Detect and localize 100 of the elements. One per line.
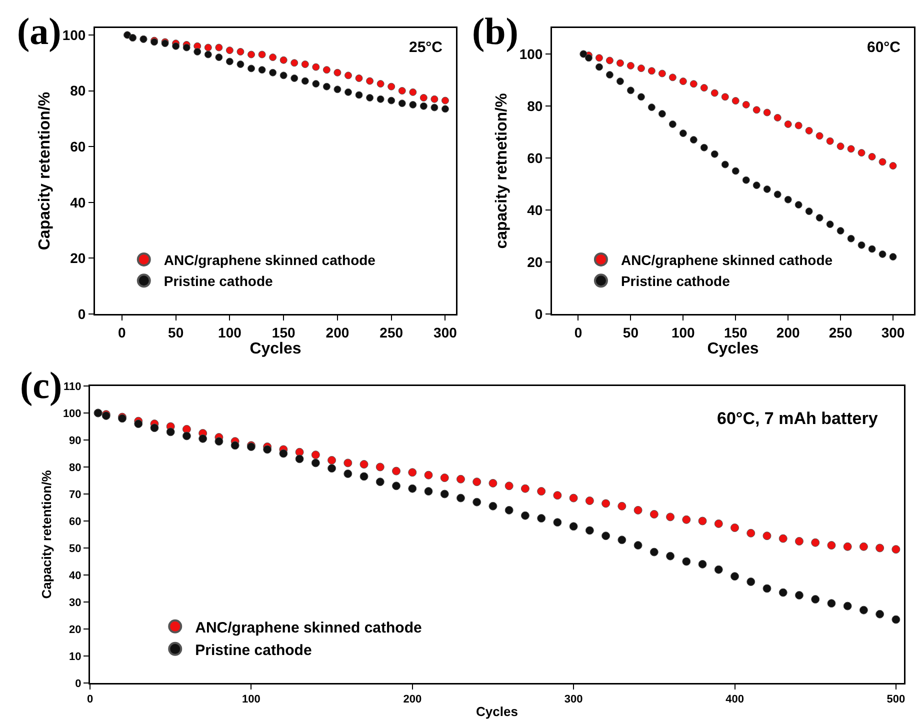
point [504, 506, 514, 514]
point [553, 491, 562, 500]
point [878, 250, 886, 258]
point [816, 132, 824, 140]
point [424, 487, 433, 496]
point [311, 450, 320, 460]
point [794, 537, 804, 546]
point [355, 74, 363, 82]
point [409, 100, 417, 108]
y-tick-label: 100 [62, 26, 86, 43]
point [355, 91, 363, 99]
point [827, 599, 836, 608]
legend-label: Pristine cathode [195, 642, 312, 659]
point [236, 60, 244, 68]
point [618, 536, 626, 544]
point [344, 470, 352, 478]
point [440, 474, 449, 482]
point [794, 201, 802, 209]
point [679, 78, 687, 86]
point [826, 137, 834, 145]
point [606, 71, 614, 79]
point [360, 472, 368, 481]
point [279, 449, 288, 458]
point [889, 162, 897, 170]
point [763, 108, 771, 116]
legend-label: ANC/graphene skinned cathode [195, 619, 422, 636]
point [269, 68, 277, 76]
point [537, 487, 546, 496]
point [441, 105, 449, 113]
point [424, 470, 433, 480]
point [226, 46, 234, 54]
point [876, 610, 884, 618]
point [752, 106, 760, 114]
point [420, 102, 428, 110]
point [409, 88, 417, 96]
point [763, 185, 771, 193]
x-tick-label: 50 [168, 324, 184, 340]
point [679, 130, 687, 138]
point [843, 602, 852, 610]
x-tick-label: 200 [776, 324, 800, 340]
point [690, 136, 698, 144]
x-tick-label: 250 [380, 324, 404, 340]
point [295, 454, 304, 464]
point [626, 62, 634, 70]
annotation: 60°C, 7 mAh battery [717, 409, 878, 428]
point [618, 502, 626, 510]
y-tick-label: 0 [75, 678, 82, 690]
y-tick-label: 70 [69, 488, 82, 501]
point [504, 482, 514, 490]
point [258, 50, 266, 58]
y-tick-label: 0 [534, 306, 543, 322]
y-tick-label: 50 [69, 542, 82, 555]
point [520, 511, 530, 520]
point [322, 66, 330, 74]
text: (b) [472, 11, 518, 53]
point [710, 89, 718, 97]
point [537, 514, 546, 523]
point [648, 104, 656, 112]
point [376, 462, 384, 472]
y-tick-label: 60 [69, 516, 82, 528]
point [826, 220, 834, 228]
x-tick-label: 200 [403, 694, 422, 706]
point [360, 460, 368, 469]
point [650, 510, 658, 518]
point [858, 241, 866, 249]
point [328, 464, 336, 473]
y-tick-label: 10 [69, 650, 82, 663]
point [408, 468, 417, 477]
point [301, 77, 309, 85]
point [312, 63, 320, 71]
point [648, 67, 656, 75]
point [732, 97, 740, 105]
x-tick-label: 300 [564, 694, 583, 706]
point [376, 95, 384, 103]
point [616, 78, 624, 86]
x-axis-title: Cycles [707, 340, 759, 358]
point [762, 584, 772, 593]
text: (a) [17, 11, 62, 53]
point [868, 152, 876, 160]
point [472, 478, 482, 486]
point [388, 96, 396, 104]
point [658, 70, 666, 78]
point [811, 595, 820, 604]
point [616, 59, 624, 67]
y-tick-label: 20 [69, 624, 82, 636]
point [182, 424, 191, 434]
point [569, 522, 578, 531]
point [602, 532, 610, 540]
y-tick-label: 80 [527, 98, 543, 114]
legend-label: Pristine cathode [164, 273, 274, 290]
point [714, 519, 723, 528]
point [248, 50, 255, 58]
point [668, 120, 676, 128]
point [602, 499, 610, 508]
point [730, 572, 739, 581]
point [553, 518, 562, 527]
point [698, 516, 707, 526]
point [248, 64, 255, 72]
point [194, 48, 202, 56]
point [847, 145, 855, 153]
